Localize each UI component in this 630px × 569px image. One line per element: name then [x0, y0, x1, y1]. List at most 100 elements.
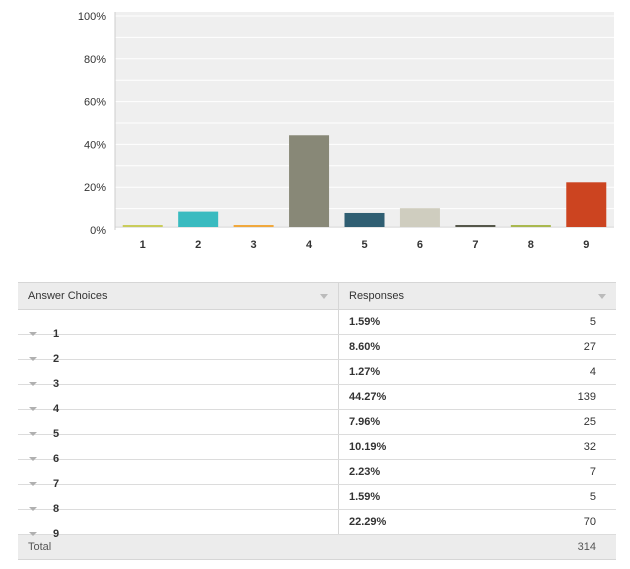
table-row: 1 1.59% 5	[18, 309, 616, 340]
expand-caret-icon[interactable]	[29, 332, 37, 336]
answer-choices-header[interactable]: Answer Choices	[18, 282, 339, 310]
table-row: 3 1.27% 4	[18, 359, 616, 390]
bar-3[interactable]	[233, 225, 274, 227]
response-cell: 1.59% 5	[338, 309, 616, 335]
responses-table: Answer Choices Responses 1 1.59% 5 2 8.60% 27…	[18, 282, 616, 560]
response-cell: 1.27% 4	[338, 359, 616, 385]
response-count: 32	[583, 441, 596, 453]
response-percent: 8.60%	[349, 341, 381, 353]
response-percent: 22.29%	[349, 516, 387, 528]
choice-label: 5	[53, 428, 60, 440]
table-row: 4 44.27% 139	[18, 384, 616, 415]
plot-area	[115, 12, 614, 226]
expand-caret-icon[interactable]	[29, 482, 37, 486]
choice-label: 6	[53, 453, 60, 465]
bars	[122, 135, 607, 227]
response-cell: 7.96% 25	[338, 409, 616, 435]
x-tick-label: 7	[472, 239, 478, 251]
choice-label: 4	[53, 403, 60, 415]
responses-header-label: Responses	[349, 290, 405, 302]
total-cell: Total 314	[18, 534, 616, 560]
response-percent: 1.59%	[349, 316, 381, 328]
expand-caret-icon[interactable]	[29, 407, 37, 411]
response-cell: 10.19% 32	[338, 434, 616, 460]
x-tick-label: 4	[306, 239, 313, 251]
choice-label: 3	[53, 378, 60, 390]
y-tick-label: 20%	[84, 182, 106, 194]
total-count: 314	[577, 541, 596, 553]
response-percent: 2.23%	[349, 466, 381, 478]
response-percent: 44.27%	[349, 391, 387, 403]
total-row: Total 314	[18, 534, 616, 560]
choice-label: 2	[53, 353, 60, 365]
x-tick-label: 8	[528, 239, 534, 251]
y-tick-label: 60%	[84, 97, 106, 109]
response-count: 70	[583, 516, 596, 528]
bar-chart: 0% 20% 40% 60% 80% 100% 1 2 3 4 5 6 7 8 9	[78, 11, 614, 251]
y-tick-label: 0%	[90, 225, 106, 237]
table-row: 2 8.60% 27	[18, 334, 616, 365]
bar-1[interactable]	[122, 225, 163, 227]
answer-choice-cell: 1	[18, 309, 339, 340]
choice-label: 8	[53, 503, 60, 515]
bar-9[interactable]	[566, 182, 607, 227]
table-row: 6 10.19% 32	[18, 434, 616, 465]
x-tick-label: 5	[361, 239, 367, 251]
expand-caret-icon[interactable]	[29, 532, 37, 536]
answer-choice-cell: 8	[18, 484, 339, 515]
x-tick-label: 6	[417, 239, 423, 251]
bar-4[interactable]	[289, 135, 330, 227]
response-cell: 22.29% 70	[338, 509, 616, 535]
table-header-row: Answer Choices Responses	[18, 282, 616, 310]
answer-choice-cell: 5	[18, 409, 339, 440]
response-count: 27	[583, 341, 596, 353]
bar-2[interactable]	[178, 211, 219, 227]
expand-caret-icon[interactable]	[29, 457, 37, 461]
table-row: 5 7.96% 25	[18, 409, 616, 440]
table-row: 9 22.29% 70	[18, 509, 616, 540]
bar-6[interactable]	[399, 208, 440, 227]
response-count: 4	[589, 366, 596, 378]
expand-caret-icon[interactable]	[29, 432, 37, 436]
answer-choices-header-label: Answer Choices	[28, 290, 108, 302]
x-tick-label: 3	[251, 239, 257, 251]
x-tick-label: 2	[195, 239, 201, 251]
response-cell: 2.23% 7	[338, 459, 616, 485]
total-label: Total	[28, 541, 52, 553]
table-row: 7 2.23% 7	[18, 459, 616, 490]
answer-choice-cell: 6	[18, 434, 339, 465]
response-percent: 10.19%	[349, 441, 387, 453]
response-percent: 7.96%	[349, 416, 381, 428]
y-axis-ticks: 0% 20% 40% 60% 80% 100%	[78, 11, 106, 237]
x-tick-label: 9	[583, 239, 589, 251]
response-cell: 1.59% 5	[338, 484, 616, 510]
expand-caret-icon[interactable]	[29, 357, 37, 361]
response-cell: 44.27% 139	[338, 384, 616, 410]
answer-choice-cell: 9	[18, 509, 339, 540]
response-percent: 1.59%	[349, 491, 381, 503]
bar-5[interactable]	[344, 212, 385, 227]
response-count: 5	[589, 316, 596, 328]
answer-choice-cell: 4	[18, 384, 339, 415]
table-row: 8 1.59% 5	[18, 484, 616, 515]
x-tick-label: 1	[140, 239, 146, 251]
bar-8[interactable]	[510, 225, 551, 227]
x-axis-ticks: 1 2 3 4 5 6 7 8 9	[140, 239, 590, 251]
response-count: 139	[577, 391, 596, 403]
choice-label: 7	[53, 478, 60, 490]
expand-caret-icon[interactable]	[29, 382, 37, 386]
answer-choice-cell: 7	[18, 459, 339, 490]
y-tick-label: 40%	[84, 139, 106, 151]
sort-arrow-icon[interactable]	[320, 294, 328, 299]
bar-7[interactable]	[455, 225, 496, 227]
choice-label: 1	[53, 328, 60, 340]
choice-label: 9	[53, 528, 60, 540]
response-count: 25	[583, 416, 596, 428]
expand-caret-icon[interactable]	[29, 507, 37, 511]
answer-choice-cell: 3	[18, 359, 339, 390]
responses-header[interactable]: Responses	[338, 282, 616, 310]
sort-arrow-icon[interactable]	[598, 294, 606, 299]
y-tick-label: 100%	[78, 11, 106, 23]
response-count: 7	[589, 466, 596, 478]
answer-choice-cell: 2	[18, 334, 339, 365]
